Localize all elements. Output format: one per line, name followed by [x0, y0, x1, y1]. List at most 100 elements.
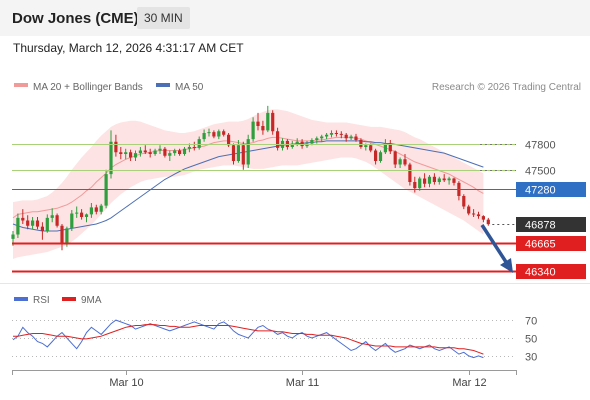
candle: [462, 194, 466, 210]
rsi-plot: 70 50 30: [12, 316, 537, 364]
candle: [163, 147, 167, 158]
candle: [94, 204, 98, 215]
candle: [89, 203, 93, 218]
candle: [329, 130, 334, 138]
ma20-legend-label: MA 20 + Bollinger Bands: [33, 82, 143, 93]
candle: [143, 145, 147, 154]
candle: [418, 176, 422, 191]
candle: [442, 174, 446, 182]
candle: [354, 133, 358, 142]
chart-header: Dow Jones (CME) 30 MIN: [0, 0, 590, 36]
candle: [80, 209, 84, 220]
candle: [359, 138, 363, 149]
candle: [256, 112, 260, 131]
chart-datetime: Thursday, March 12, 2026 4:31:17 AM CET: [13, 41, 244, 55]
candle: [388, 140, 392, 154]
candle: [119, 147, 123, 160]
candle: [334, 130, 338, 137]
rsi-ma-legend-label: 9MA: [81, 295, 102, 306]
candle: [45, 214, 49, 233]
candle: [60, 224, 64, 251]
candle: [133, 150, 138, 161]
candle: [271, 110, 275, 135]
candle: [241, 141, 245, 170]
candle: [423, 173, 427, 188]
x-tick-label: Mar 12: [452, 377, 486, 389]
level-label: 46340: [525, 267, 556, 279]
level-pivot-47280: 47280: [12, 182, 586, 197]
candle: [251, 117, 255, 142]
rsi-ma-line: [13, 324, 484, 355]
candle: [158, 145, 162, 154]
candle: [197, 136, 201, 150]
candle: [452, 177, 456, 186]
rsi-tick-label: 70: [525, 316, 537, 328]
candle: [84, 213, 89, 223]
candle: [99, 203, 103, 215]
candle: [427, 175, 432, 188]
candle: [236, 140, 240, 163]
candle: [21, 209, 25, 224]
candle: [325, 133, 329, 140]
candle: [403, 154, 407, 167]
candle: [202, 129, 206, 142]
candle: [124, 148, 128, 160]
research-credit: Research © 2026 Trading Central: [432, 82, 581, 93]
candle: [276, 127, 280, 151]
candle: [320, 134, 324, 142]
candle: [432, 173, 436, 185]
candle: [467, 204, 471, 216]
candle: [50, 208, 54, 223]
level-support-46340: 46340: [12, 264, 586, 279]
rsi-tick-label: 50: [525, 334, 537, 346]
candle: [374, 148, 378, 165]
candle: [261, 120, 265, 135]
candle: [31, 217, 35, 230]
rsi-line: [12, 319, 484, 359]
candle: [35, 217, 40, 230]
candle: [300, 139, 304, 149]
candle: [129, 149, 133, 161]
candle: [138, 147, 142, 157]
candle: [378, 150, 383, 163]
candle: [178, 148, 182, 156]
level-last-46878: 46878: [492, 217, 586, 232]
candle: [476, 211, 481, 219]
level-resistance-47500: 47500: [12, 166, 556, 178]
candle: [266, 105, 270, 133]
candle: [55, 213, 59, 228]
level-resistance-47800: 47800: [12, 140, 556, 152]
candle: [212, 130, 216, 139]
rsi-legend-label: RSI: [33, 295, 50, 306]
forecast-arrow-head: [500, 258, 513, 273]
candle: [153, 148, 157, 156]
candle: [70, 210, 74, 231]
candle: [339, 131, 343, 139]
candle: [437, 176, 441, 185]
level-label: 47280: [525, 185, 556, 197]
candle: [207, 128, 211, 137]
x-axis: Mar 10 Mar 11 Mar 12: [12, 370, 517, 389]
candle: [192, 141, 196, 151]
rsi-tick-label: 30: [525, 352, 537, 364]
level-label: 47800: [525, 140, 556, 152]
candle: [393, 150, 397, 168]
level-label: 46878: [525, 220, 556, 232]
candle: [217, 129, 221, 140]
candle: [148, 148, 152, 158]
candle: [173, 148, 177, 156]
candle: [315, 136, 319, 144]
timeframe-badge[interactable]: 30 MIN: [137, 7, 190, 29]
candle: [182, 147, 187, 156]
candle: [40, 222, 44, 240]
ma50-legend-label: MA 50: [175, 82, 204, 93]
level-label: 47500: [525, 166, 556, 178]
ma20-legend-swatch: [14, 83, 28, 87]
candle: [383, 139, 387, 154]
candle: [349, 134, 353, 140]
candle: [114, 134, 118, 157]
candle: [408, 162, 412, 186]
bollinger-band: [13, 109, 484, 260]
level-support-46665: 46665: [12, 236, 586, 251]
candle: [75, 206, 79, 218]
